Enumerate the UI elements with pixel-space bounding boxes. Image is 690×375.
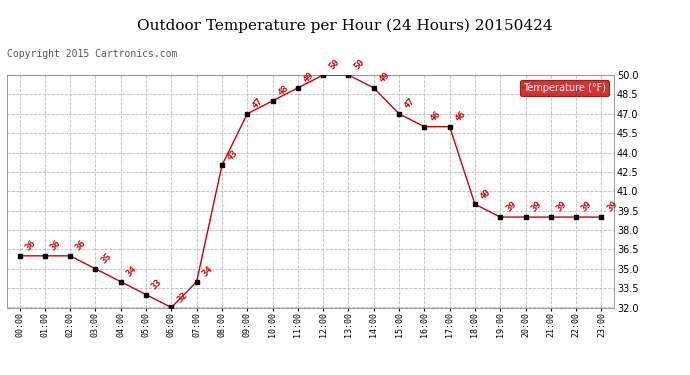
Text: 39: 39 [529, 200, 543, 214]
Text: 39: 39 [555, 200, 569, 214]
Text: 36: 36 [23, 238, 37, 253]
Text: 39: 39 [504, 200, 518, 214]
Text: 50: 50 [327, 58, 341, 72]
Text: 39: 39 [605, 200, 619, 214]
Text: 34: 34 [125, 264, 139, 278]
Text: 49: 49 [302, 71, 315, 85]
Text: 46: 46 [453, 110, 467, 123]
Text: 47: 47 [403, 96, 417, 111]
Text: Copyright 2015 Cartronics.com: Copyright 2015 Cartronics.com [7, 49, 177, 59]
Text: 43: 43 [226, 148, 239, 162]
Text: 36: 36 [48, 238, 63, 253]
Text: 35: 35 [99, 252, 113, 266]
Text: 33: 33 [150, 278, 164, 291]
Legend: Temperature (°F): Temperature (°F) [520, 80, 609, 96]
Text: 34: 34 [201, 264, 215, 278]
Text: 36: 36 [74, 238, 88, 253]
Text: 39: 39 [580, 200, 594, 214]
Text: 48: 48 [276, 84, 290, 98]
Text: 50: 50 [353, 58, 366, 72]
Text: Outdoor Temperature per Hour (24 Hours) 20150424: Outdoor Temperature per Hour (24 Hours) … [137, 19, 553, 33]
Text: 32: 32 [175, 290, 189, 304]
Text: 46: 46 [428, 110, 442, 123]
Text: 49: 49 [377, 71, 391, 85]
Text: 40: 40 [479, 187, 493, 201]
Text: 47: 47 [251, 96, 265, 111]
